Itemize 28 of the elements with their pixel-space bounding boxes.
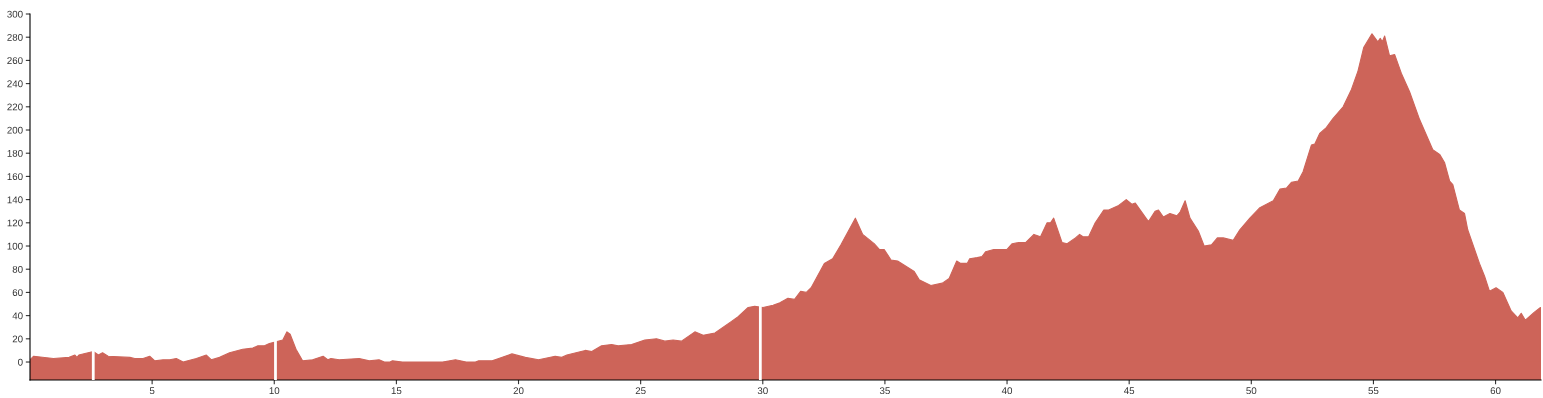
y-tick-label: 180	[7, 149, 23, 157]
x-tick-label: 55	[1368, 387, 1379, 395]
y-tick-label: 80	[12, 265, 23, 273]
x-tick-label: 45	[1123, 387, 1135, 395]
y-tick-label: 240	[7, 80, 23, 88]
y-tick-label: 100	[7, 242, 23, 250]
x-tick-label: 20	[513, 387, 524, 395]
x-tick-label: 15	[391, 387, 402, 395]
x-tick-label: 30	[757, 387, 768, 395]
y-tick-label: 300	[7, 10, 23, 18]
y-tick-label: 60	[12, 289, 23, 297]
y-tick-label: 200	[7, 126, 23, 134]
y-tick-label: 40	[12, 312, 23, 320]
y-tick-label: 280	[7, 33, 23, 41]
x-tick-label: 35	[879, 387, 890, 395]
y-tick-label: 120	[7, 219, 23, 227]
y-tick-label: 0	[18, 358, 23, 366]
x-tick-label: 5	[149, 387, 155, 395]
x-tick-label: 60	[1490, 387, 1501, 395]
y-tick-label: 140	[7, 196, 23, 204]
x-tick-label: 40	[1001, 387, 1013, 395]
y-tick-label: 220	[7, 103, 23, 111]
x-tick-label: 10	[269, 387, 280, 395]
y-tick-label: 160	[7, 173, 23, 181]
x-tick-label: 50	[1246, 387, 1257, 395]
y-tick-label: 260	[7, 57, 23, 65]
x-tick-label: 25	[635, 387, 646, 395]
y-tick-label: 20	[12, 335, 23, 343]
